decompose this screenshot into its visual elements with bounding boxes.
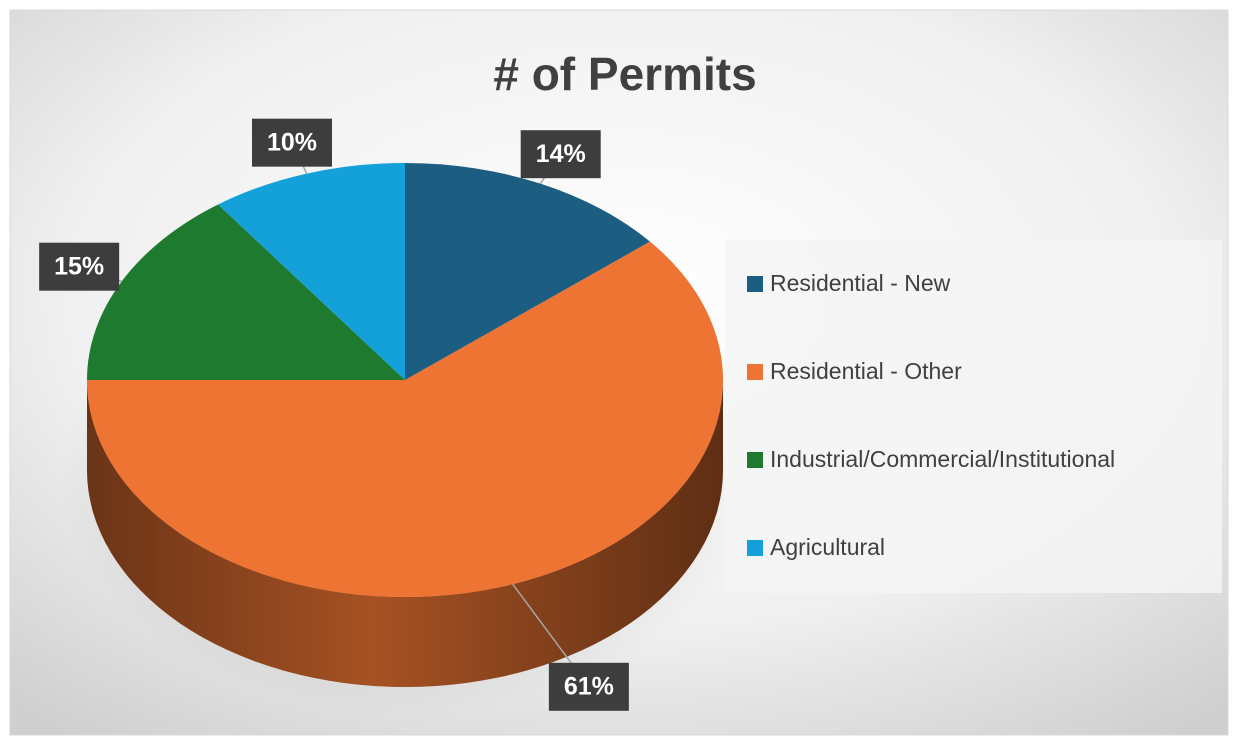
pie-side-shade [87,380,723,687]
chart-title: # of Permits [493,48,756,100]
value-label-box [39,242,120,291]
legend-swatch [747,540,763,556]
legend-label: Industrial/Commercial/Institutional [770,446,1115,472]
pie-slice [87,241,723,597]
pie-slice [87,204,405,380]
value-label: 15% [54,252,104,280]
legend-label: Residential - New [770,270,951,296]
value-label: 10% [267,128,317,156]
value-label-box [548,662,629,711]
legend-label: Residential - Other [770,358,962,384]
value-label: 14% [536,140,586,168]
value-label: 61% [564,672,614,700]
value-label-box [251,118,332,167]
legend-swatch [747,364,763,380]
legend-swatch [747,452,763,468]
value-label-box [520,130,601,179]
legend-label: Agricultural [770,534,885,560]
pie-slice [405,163,651,380]
legend-box [725,240,1222,593]
legend-swatch [747,276,763,292]
pie-slice [218,163,405,380]
